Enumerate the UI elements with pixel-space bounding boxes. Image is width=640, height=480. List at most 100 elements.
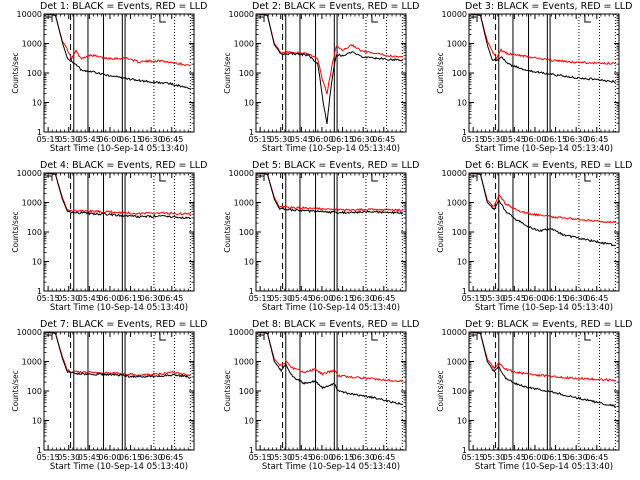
series-line-events [469, 14, 616, 84]
series-line-events [44, 14, 191, 90]
panel-title: Det 1: BLACK = Events, RED = LLD [40, 1, 207, 12]
x-tick-label: 06:15 [544, 135, 567, 144]
x-tick-label: 05:45 [503, 294, 526, 303]
annotation-glyph [584, 333, 591, 341]
x-axis-label: Start Time (10-Sep-14 05:13:40) [50, 144, 188, 154]
series-line-events [469, 173, 616, 247]
y-tick-label: 1000 [22, 199, 42, 208]
x-tick-label: 06:00 [98, 453, 121, 462]
y-tick-label: 1000 [22, 40, 42, 49]
panel-title: Det 9: BLACK = Events, RED = LLD [465, 319, 632, 330]
x-tick-label: 05:15 [249, 294, 272, 303]
y-tick-label: 1 [37, 446, 42, 455]
x-tick-label: 05:15 [37, 294, 60, 303]
y-tick-label: 10000 [229, 328, 254, 337]
y-axis-label: Counts/sec [223, 370, 232, 411]
x-tick-label: 05:45 [503, 135, 526, 144]
x-tick-label: 06:00 [310, 453, 333, 462]
y-tick-label: 100 [27, 387, 42, 396]
x-tick-label: 06:30 [140, 135, 163, 144]
x-axis-label: Start Time (10-Sep-14 05:13:40) [475, 303, 613, 313]
y-tick-label: 10000 [442, 169, 467, 178]
x-tick-label: 05:15 [462, 135, 485, 144]
x-tick-label: 05:45 [503, 453, 526, 462]
x-tick-label: 05:45 [290, 294, 313, 303]
detector-panel: Det 1: BLACK = Events, RED = LLD 1 10 100 10… [11, 1, 207, 154]
x-tick-label: 05:45 [78, 453, 101, 462]
series-line-events [256, 332, 403, 405]
x-tick-label: 06:30 [140, 453, 163, 462]
x-tick-label: 06:15 [119, 135, 142, 144]
series-line-events [256, 173, 403, 215]
series-line-events [44, 332, 191, 379]
x-tick-label: 06:45 [585, 453, 608, 462]
y-tick-label: 1000 [234, 199, 254, 208]
x-tick-label: 06:00 [523, 453, 546, 462]
x-axis-label: Start Time (10-Sep-14 05:13:40) [50, 303, 188, 313]
plot-frame [43, 13, 195, 133]
y-tick-label: 100 [239, 69, 254, 78]
x-tick-label: 05:45 [78, 135, 101, 144]
x-tick-label: 05:45 [290, 135, 313, 144]
annotation-glyph [584, 174, 591, 182]
x-tick-label: 05:15 [462, 453, 485, 462]
series-line-lld [256, 14, 403, 95]
series-line-lld [469, 332, 616, 382]
y-axis-label: Counts/sec [436, 370, 445, 411]
y-tick-label: 1000 [22, 358, 42, 367]
x-tick-label: 06:00 [98, 294, 121, 303]
x-tick-label: 05:30 [57, 294, 80, 303]
y-tick-label: 100 [452, 228, 467, 237]
y-tick-label: 10000 [229, 10, 254, 19]
y-tick-label: 10 [244, 258, 254, 267]
y-tick-label: 100 [452, 69, 467, 78]
x-tick-label: 06:30 [140, 294, 163, 303]
annotation-glyph [159, 174, 166, 182]
y-tick-label: 10000 [442, 10, 467, 19]
x-tick-label: 06:30 [352, 453, 375, 462]
x-tick-label: 05:15 [249, 135, 272, 144]
x-tick-label: 06:15 [544, 294, 567, 303]
y-tick-label: 1000 [234, 40, 254, 49]
y-tick-label: 1000 [447, 199, 467, 208]
x-tick-label: 06:30 [565, 294, 588, 303]
series-line-events [469, 332, 616, 408]
panel-title: Det 8: BLACK = Events, RED = LLD [252, 319, 419, 330]
panel-title: Det 5: BLACK = Events, RED = LLD [252, 160, 419, 171]
x-axis-label: Start Time (10-Sep-14 05:13:40) [475, 144, 613, 154]
x-tick-label: 05:30 [482, 135, 505, 144]
detector-panel: Det 6: BLACK = Events, RED = LLD 1 10 100 10… [436, 160, 632, 313]
annotation-glyph [371, 174, 378, 182]
series-line-events [44, 173, 191, 220]
x-tick-label: 05:30 [482, 453, 505, 462]
x-tick-label: 05:45 [290, 453, 313, 462]
y-tick-label: 10 [244, 417, 254, 426]
y-tick-label: 100 [27, 228, 42, 237]
y-tick-label: 1 [37, 128, 42, 137]
x-tick-label: 06:00 [98, 135, 121, 144]
y-tick-label: 1000 [447, 40, 467, 49]
x-tick-label: 06:00 [523, 135, 546, 144]
y-axis-label: Counts/sec [223, 211, 232, 252]
x-tick-label: 06:15 [331, 453, 354, 462]
y-tick-label: 1 [462, 128, 467, 137]
x-tick-label: 05:30 [57, 135, 80, 144]
x-tick-label: 05:45 [78, 294, 101, 303]
y-axis-label: Counts/sec [436, 52, 445, 93]
annotation-glyph [159, 333, 166, 341]
y-tick-label: 10000 [17, 169, 42, 178]
y-tick-label: 1000 [234, 358, 254, 367]
plot-frame [255, 172, 407, 292]
annotation-glyph [258, 334, 265, 340]
annotation-glyph [371, 333, 378, 341]
y-tick-label: 10 [32, 258, 42, 267]
y-tick-label: 10 [457, 99, 467, 108]
panel-title: Det 6: BLACK = Events, RED = LLD [465, 160, 632, 171]
plot-frame [43, 331, 195, 451]
x-axis-label: Start Time (10-Sep-14 05:13:40) [262, 462, 400, 472]
x-tick-label: 05:30 [269, 453, 292, 462]
series-line-lld [469, 14, 616, 65]
y-tick-label: 10000 [442, 328, 467, 337]
y-axis-label: Counts/sec [11, 52, 20, 93]
annotation-glyph [471, 334, 478, 340]
